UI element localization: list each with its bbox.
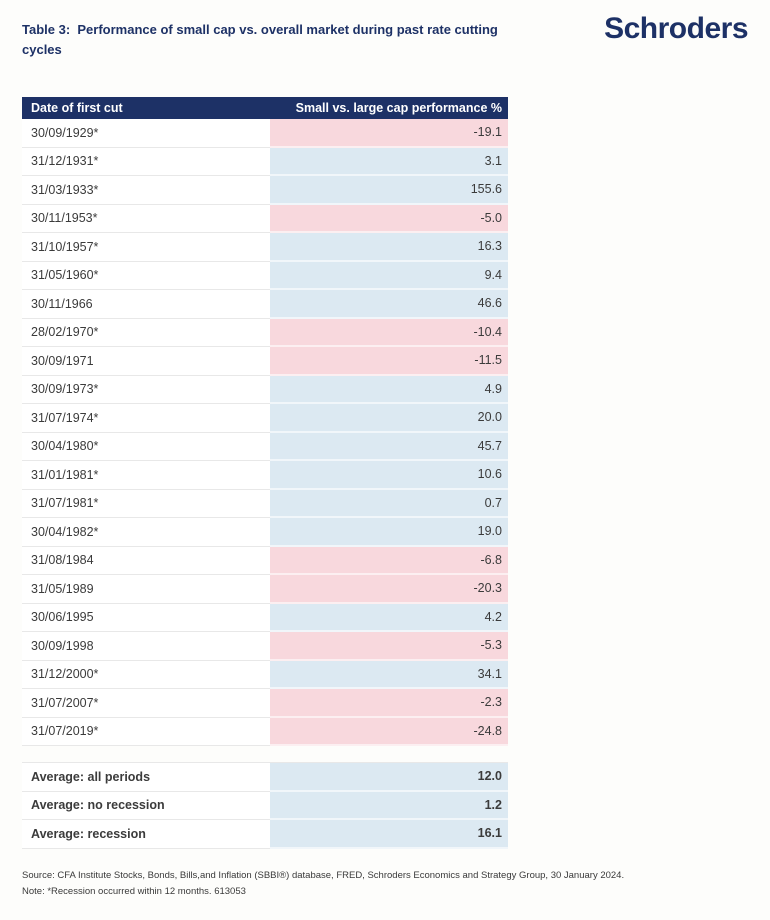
date-cell: 31/07/1974* bbox=[22, 404, 270, 433]
average-value-cell: 16.1 bbox=[270, 820, 508, 849]
table-row: 30/09/1971 -11.5 bbox=[22, 347, 508, 376]
performance-cell: -5.3 bbox=[270, 632, 508, 661]
table-body: 30/09/1929* -19.1 31/12/1931* 3.1 31/03/1933… bbox=[22, 119, 508, 746]
performance-cell: 45.7 bbox=[270, 432, 508, 461]
performance-cell: 34.1 bbox=[270, 660, 508, 689]
table-row: 30/09/1998 -5.3 bbox=[22, 632, 508, 661]
table-row: 31/07/1981* 0.7 bbox=[22, 489, 508, 518]
performance-cell: 46.6 bbox=[270, 290, 508, 319]
average-row: Average: recession 16.1 bbox=[22, 820, 508, 849]
table-row: 30/09/1973* 4.9 bbox=[22, 375, 508, 404]
date-cell: 31/01/1981* bbox=[22, 461, 270, 490]
date-cell: 30/06/1995 bbox=[22, 603, 270, 632]
performance-cell: 4.2 bbox=[270, 603, 508, 632]
table-row: 30/11/1953* -5.0 bbox=[22, 204, 508, 233]
date-cell: 30/09/1973* bbox=[22, 375, 270, 404]
footnotes: Source: CFA Institute Stocks, Bonds, Bil… bbox=[22, 868, 722, 899]
performance-table: Date of first cut Small vs. large cap pe… bbox=[22, 97, 508, 849]
date-cell: 31/12/1931* bbox=[22, 147, 270, 176]
date-cell: 28/02/1970* bbox=[22, 318, 270, 347]
performance-cell: -2.3 bbox=[270, 689, 508, 718]
performance-cell: 4.9 bbox=[270, 375, 508, 404]
table-row: 30/09/1929* -19.1 bbox=[22, 119, 508, 148]
table-row: 28/02/1970* -10.4 bbox=[22, 318, 508, 347]
date-cell: 30/11/1966 bbox=[22, 290, 270, 319]
performance-cell: 155.6 bbox=[270, 176, 508, 205]
date-cell: 31/07/1981* bbox=[22, 489, 270, 518]
date-cell: 31/07/2019* bbox=[22, 717, 270, 746]
date-cell: 31/08/1984 bbox=[22, 546, 270, 575]
table-header-row: Date of first cut Small vs. large cap pe… bbox=[22, 97, 508, 119]
average-row: Average: all periods 12.0 bbox=[22, 763, 508, 792]
date-cell: 31/07/2007* bbox=[22, 689, 270, 718]
performance-cell: 9.4 bbox=[270, 261, 508, 290]
date-cell: 31/10/1957* bbox=[22, 233, 270, 262]
table-row: 31/07/1974* 20.0 bbox=[22, 404, 508, 433]
table-row: 31/01/1981* 10.6 bbox=[22, 461, 508, 490]
date-cell: 30/04/1980* bbox=[22, 432, 270, 461]
column-header-date: Date of first cut bbox=[31, 101, 123, 115]
performance-cell: -6.8 bbox=[270, 546, 508, 575]
table-row: 31/05/1989 -20.3 bbox=[22, 575, 508, 604]
date-cell: 31/05/1989 bbox=[22, 575, 270, 604]
performance-cell: 20.0 bbox=[270, 404, 508, 433]
table-row: 31/07/2007* -2.3 bbox=[22, 689, 508, 718]
average-label-cell: Average: no recession bbox=[22, 791, 270, 820]
table-row: 31/12/2000* 34.1 bbox=[22, 660, 508, 689]
performance-cell: -5.0 bbox=[270, 204, 508, 233]
date-cell: 31/03/1933* bbox=[22, 176, 270, 205]
average-value-cell: 1.2 bbox=[270, 791, 508, 820]
date-cell: 31/12/2000* bbox=[22, 660, 270, 689]
table-row: 31/08/1984 -6.8 bbox=[22, 546, 508, 575]
performance-cell: 0.7 bbox=[270, 489, 508, 518]
table-row: 31/10/1957* 16.3 bbox=[22, 233, 508, 262]
table-row: 30/04/1980* 45.7 bbox=[22, 432, 508, 461]
schroders-logo: Schroders bbox=[604, 12, 748, 45]
source-note: Source: CFA Institute Stocks, Bonds, Bil… bbox=[22, 870, 625, 881]
date-cell: 30/09/1998 bbox=[22, 632, 270, 661]
performance-cell: -19.1 bbox=[270, 119, 508, 148]
average-label-cell: Average: all periods bbox=[22, 763, 270, 792]
date-cell: 30/11/1953* bbox=[22, 204, 270, 233]
performance-cell: -24.8 bbox=[270, 717, 508, 746]
table-row: 31/07/2019* -24.8 bbox=[22, 717, 508, 746]
performance-cell: -10.4 bbox=[270, 318, 508, 347]
performance-cell: -20.3 bbox=[270, 575, 508, 604]
average-row: Average: no recession 1.2 bbox=[22, 791, 508, 820]
column-header-performance: Small vs. large cap performance % bbox=[295, 101, 502, 115]
performance-cell: -11.5 bbox=[270, 347, 508, 376]
date-cell: 30/04/1982* bbox=[22, 518, 270, 547]
performance-cell: 3.1 bbox=[270, 147, 508, 176]
average-label-cell: Average: recession bbox=[22, 820, 270, 849]
table-row: 30/04/1982* 19.0 bbox=[22, 518, 508, 547]
table-row: 31/03/1933* 155.6 bbox=[22, 176, 508, 205]
average-value-cell: 12.0 bbox=[270, 763, 508, 792]
table-row: 31/05/1960* 9.4 bbox=[22, 261, 508, 290]
page-title: Table 3: Performance of small cap vs. ov… bbox=[22, 22, 502, 57]
date-cell: 31/05/1960* bbox=[22, 261, 270, 290]
averages-section: Average: all periods 12.0 Average: no rece… bbox=[22, 762, 508, 849]
performance-cell: 16.3 bbox=[270, 233, 508, 262]
recession-note: Note: *Recession occurred within 12 mont… bbox=[22, 885, 246, 897]
date-cell: 30/09/1929* bbox=[22, 119, 270, 148]
table-row: 31/12/1931* 3.1 bbox=[22, 147, 508, 176]
date-cell: 30/09/1971 bbox=[22, 347, 270, 376]
table-row: 30/11/1966 46.6 bbox=[22, 290, 508, 319]
table-row: 30/06/1995 4.2 bbox=[22, 603, 508, 632]
performance-cell: 10.6 bbox=[270, 461, 508, 490]
performance-cell: 19.0 bbox=[270, 518, 508, 547]
